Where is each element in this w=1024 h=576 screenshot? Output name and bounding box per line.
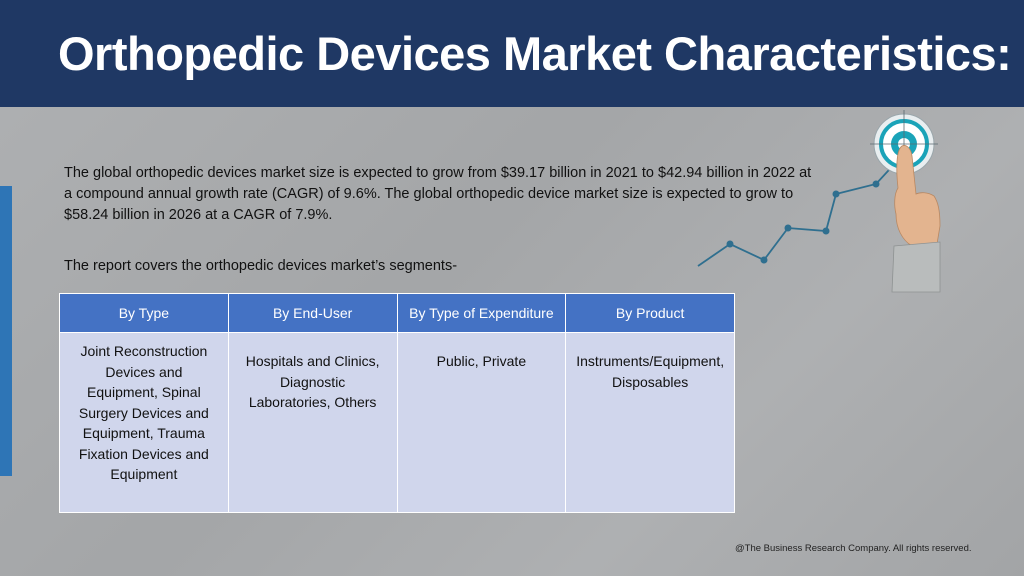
header-by-type-of-expenditure: By Type of Expenditure xyxy=(396,293,567,333)
copyright-footer: @The Business Research Company. All righ… xyxy=(735,543,972,554)
target-growth-hand-icon xyxy=(697,110,941,293)
accent-bar xyxy=(0,186,12,476)
table-header-row: By Type By End-User By Type of Expenditu… xyxy=(59,293,735,333)
cell-expenditure-values: Public, Private xyxy=(396,332,567,513)
title-banner: Orthopedic Devices Market Characteristic… xyxy=(0,0,1024,107)
header-by-product: By Product xyxy=(565,293,735,333)
header-by-end-user: By End-User xyxy=(227,293,398,333)
page-title: Orthopedic Devices Market Characteristic… xyxy=(58,27,1012,80)
market-summary-paragraph: The global orthopedic devices market siz… xyxy=(64,165,812,223)
cell-type-values: Joint Reconstruction Devices and Equipme… xyxy=(59,332,229,513)
cell-end-user-values: Hospitals and Clinics, Diagnostic Labora… xyxy=(227,332,398,513)
cell-product-values: Instruments/Equipment, Disposables xyxy=(565,332,735,513)
segments-intro-text: The report covers the orthopedic devices… xyxy=(64,258,458,274)
table-row: Joint Reconstruction Devices and Equipme… xyxy=(59,332,735,513)
header-by-type: By Type xyxy=(59,293,229,333)
segments-table: By Type By End-User By Type of Expenditu… xyxy=(59,293,735,513)
